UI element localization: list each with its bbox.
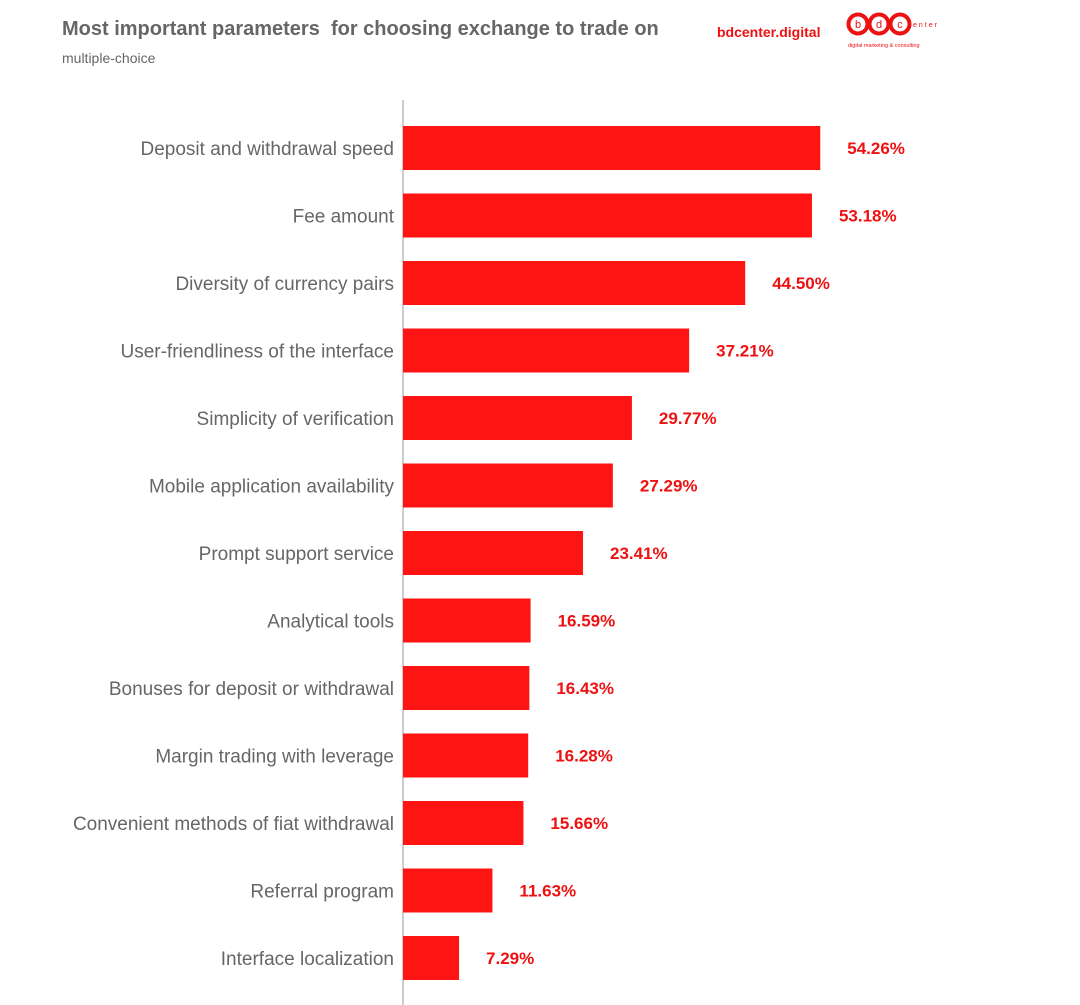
category-label: Diversity of currency pairs [175, 274, 394, 295]
brand-link[interactable]: bdcenter.digital [717, 24, 821, 40]
svg-text:enter: enter [913, 22, 939, 29]
bar [403, 328, 690, 373]
value-label: 15.66% [550, 814, 608, 833]
category-label: Referral program [250, 882, 394, 903]
category-label: Prompt support service [199, 544, 394, 565]
category-label: Mobile application availability [149, 477, 395, 498]
value-label: 11.63% [519, 882, 576, 901]
bar [403, 261, 746, 305]
value-label: 7.29% [486, 949, 534, 968]
bdcenter-logo: b d c enter digital marketing & consulti… [846, 12, 939, 49]
bar [403, 801, 524, 845]
bar [403, 193, 812, 238]
value-label: 16.28% [555, 747, 613, 766]
chart-title: Most important parameters for choosing e… [62, 18, 659, 40]
svg-text:b: b [855, 19, 861, 31]
category-label: User-friendliness of the interface [120, 342, 394, 363]
category-label: Deposit and withdrawal speed [141, 139, 395, 160]
value-label: 37.21% [716, 342, 774, 361]
value-label: 44.50% [772, 274, 830, 293]
bar [403, 936, 460, 980]
value-label: 16.43% [556, 679, 614, 698]
bar [403, 531, 584, 575]
value-label: 53.18% [839, 207, 897, 226]
value-label: 27.29% [640, 477, 698, 496]
bar [403, 868, 493, 913]
bar [403, 733, 529, 778]
category-label: Bonuses for deposit or withdrawal [109, 679, 394, 700]
chart-subtitle: multiple-choice [62, 50, 156, 66]
category-label: Analytical tools [267, 612, 394, 633]
value-label: 16.59% [558, 612, 616, 631]
category-label: Interface localization [221, 949, 394, 970]
svg-text:digital marketing & consulting: digital marketing & consulting [848, 43, 920, 49]
category-label: Fee amount [293, 207, 395, 228]
category-label: Margin trading with leverage [155, 747, 394, 768]
bar [403, 463, 613, 508]
bar [403, 598, 531, 643]
value-label: 54.26% [847, 139, 905, 158]
svg-text:d: d [876, 19, 882, 31]
svg-text:c: c [897, 19, 903, 31]
bar [403, 396, 632, 440]
bar [403, 126, 821, 170]
value-label: 23.41% [610, 544, 668, 563]
category-label: Simplicity of verification [197, 409, 394, 430]
category-label: Convenient methods of fiat withdrawal [73, 814, 394, 835]
bar [403, 666, 530, 710]
value-label: 29.77% [659, 409, 717, 428]
